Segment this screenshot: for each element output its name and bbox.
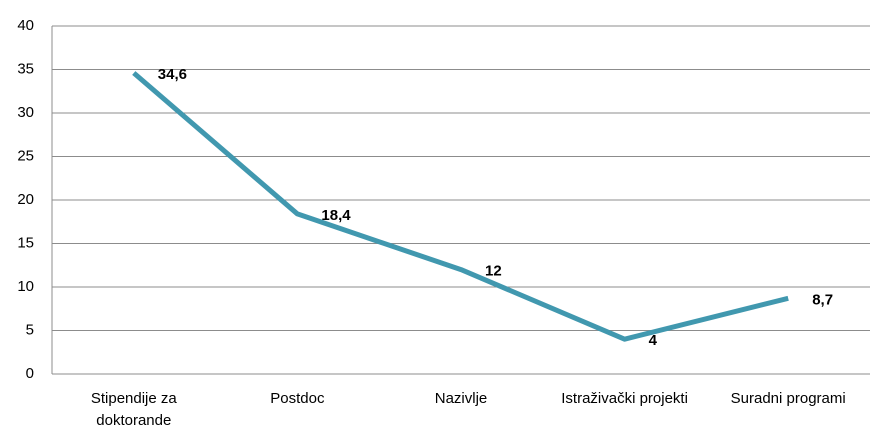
x-tick-label: Istraživački projekti <box>561 390 688 407</box>
x-tick-label: Stipendije za doktorande <box>90 390 177 429</box>
x-tick-label: Postdoc <box>270 390 325 407</box>
data-label: 18,4 <box>321 207 351 224</box>
y-tick-label: 5 <box>26 321 34 338</box>
data-label: 8,7 <box>812 291 833 308</box>
x-tick-label: Suradni programi <box>730 390 846 407</box>
x-tick-label: Nazivlje <box>434 390 488 407</box>
line <box>132 71 789 342</box>
y-tick-label: 25 <box>17 147 34 164</box>
data-label: 12 <box>485 263 502 280</box>
y-tick-label: 10 <box>17 278 34 295</box>
y-tick-label: 30 <box>17 104 34 121</box>
y-tick-label: 0 <box>26 365 34 382</box>
data-label: 4 <box>649 332 658 349</box>
data-label: 34,6 <box>158 66 187 83</box>
y-tick-label: 40 <box>17 17 34 34</box>
y-tick-label: 20 <box>17 191 34 208</box>
y-tick-label: 15 <box>17 234 34 251</box>
y-tick-label: 35 <box>17 60 34 77</box>
